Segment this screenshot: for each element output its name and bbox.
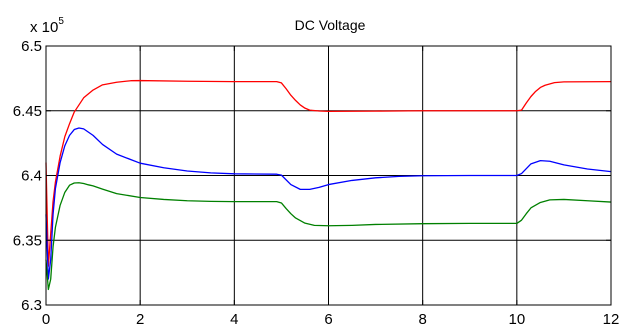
data-series (45, 79, 612, 291)
y-axis-multiplier-exponent: 5 (58, 16, 64, 27)
x-tick-label: 6 (324, 311, 332, 328)
x-tick-label: 12 (603, 311, 620, 328)
series-line (45, 182, 612, 291)
chart-title: DC Voltage (295, 17, 366, 33)
axis-ticks: 0 2 4 6 8 10 12 6.3 6.35 6.4 6.45 6.5 (13, 38, 620, 328)
x-tick-label: 2 (136, 311, 144, 328)
x-tick-label: 4 (230, 311, 238, 328)
x-tick-label: 8 (418, 311, 426, 328)
series-line (45, 127, 612, 280)
y-tick-label: 6.35 (13, 232, 42, 249)
y-axis-multiplier-base: x 10 (30, 19, 58, 36)
x-tick-label: 10 (508, 311, 525, 328)
y-axis-multiplier: x 105 (30, 16, 64, 36)
y-tick-label: 6.4 (21, 168, 42, 185)
x-tick-label: 0 (42, 311, 50, 328)
y-tick-label: 6.3 (21, 297, 42, 314)
y-tick-label: 6.5 (21, 38, 42, 55)
y-tick-label: 6.45 (13, 103, 42, 120)
series-line (45, 79, 612, 267)
